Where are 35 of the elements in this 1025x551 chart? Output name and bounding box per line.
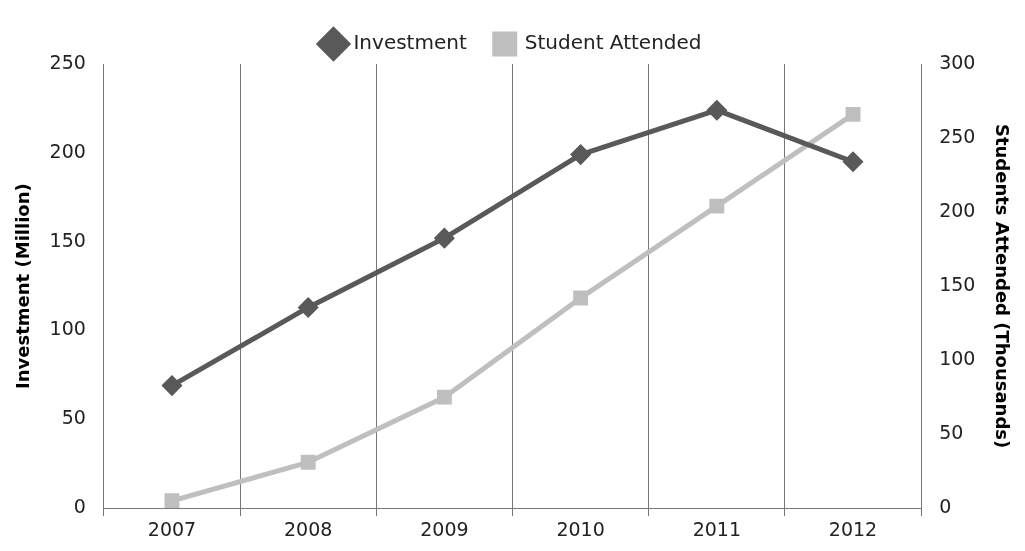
y-tick-label: 250 [49,50,86,73]
x-tick-label: 2009 [420,517,469,540]
point [709,198,725,214]
legend-label: Investment [353,30,467,55]
legend-label: Student Attended [524,30,702,55]
point [162,376,182,396]
point [573,290,589,306]
y-tick-label: 50 [61,406,86,429]
y-tick-label: 200 [49,139,86,162]
y2-tick-label: 300 [939,50,976,73]
y2-tick-label: 250 [939,124,976,147]
y2-axis-title: Students Attended (Thousands) [991,123,1013,449]
point [434,228,454,248]
x-tick-label: 2012 [828,517,878,540]
point [164,493,180,509]
point [436,389,452,405]
point [298,297,318,317]
x-tick-label: 2008 [284,517,333,540]
x-tick-label: 2011 [692,517,741,540]
y2-tick-label: 50 [939,421,964,444]
point [707,100,727,120]
y2-tick-label: 200 [939,199,976,221]
point [845,106,861,122]
y2-tick-label: 100 [939,347,976,370]
y-axis-title: Investment (Million) [12,183,34,389]
x-tick-label: 2010 [556,517,605,540]
y2-tick-label: 150 [939,273,976,296]
y2-tick-label: 0 [939,495,952,518]
y-tick-label: 0 [73,495,86,518]
point [571,145,591,165]
point [843,152,863,172]
x-tick-label: 2007 [147,517,197,540]
y-tick-label: 150 [49,228,86,251]
point [300,454,316,470]
y-tick-label: 100 [49,317,86,340]
